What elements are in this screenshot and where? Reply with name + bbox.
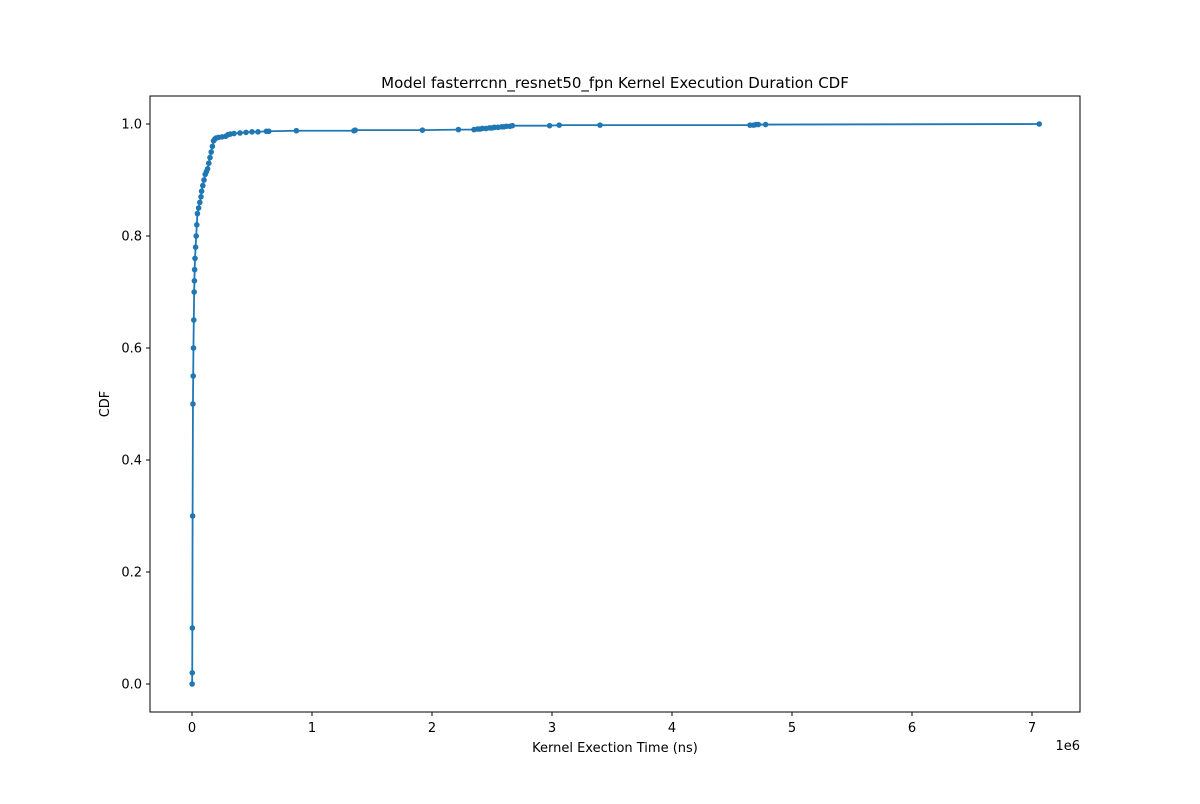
y-tick-label: 0.4 [121,454,142,469]
cdf-data-point [189,625,196,631]
plot-area [189,121,1042,687]
x-axis-offset-label: 1e6 [1055,739,1080,754]
cdf-data-point [352,127,359,133]
x-tick-label: 7 [1028,721,1036,736]
cdf-data-point [556,122,562,128]
cdf-data-point [193,233,199,239]
cdf-data-point [191,278,198,284]
cdf-data-point [198,188,205,194]
cdf-data-point [255,129,261,135]
cdf-data-point [1036,121,1042,127]
cdf-data-point [762,121,769,128]
cdf-data-point [201,177,207,183]
axes-frame [149,95,1081,713]
x-axis: 0 1 2 3 4 5 6 7 [188,712,1036,736]
x-tick-label: 6 [908,721,916,736]
cdf-data-point [191,266,198,273]
cdf-data-point [419,127,426,133]
x-tick-label: 5 [788,721,796,736]
cdf-data-point [755,121,762,128]
x-tick-label: 0 [188,721,196,736]
cdf-data-point [204,166,211,172]
cdf-data-point [191,317,197,323]
y-tick-label: 1.0 [121,118,142,133]
cdf-data-point [207,154,213,161]
cdf-data-point [194,222,200,228]
cdf-data-point [206,160,212,166]
cdf-data-point [243,129,249,136]
y-tick-label: 0.2 [121,566,142,581]
cdf-data-point [208,149,214,155]
cdf-data-point [194,210,201,217]
cdf-data-point [455,126,462,133]
cdf-data-point [192,244,199,250]
cdf-data-point [195,205,202,211]
cdf-data-point [189,681,195,687]
y-axis: 0.0 0.2 0.4 0.6 0.8 1.0 [121,118,150,693]
cdf-data-point [237,130,243,136]
y-tick-label: 0.6 [121,342,142,357]
cdf-data-point [189,513,196,519]
cdf-data-point [190,373,196,379]
cdf-data-point [231,130,237,137]
x-tick-label: 4 [668,721,676,736]
y-axis-label: CDF [98,391,113,418]
y-tick-label: 0.0 [121,678,142,693]
cdf-data-point [197,199,203,206]
y-tick-label: 0.8 [121,230,142,245]
x-axis-label: Kernel Exection Time (ns) [532,741,698,756]
x-tick-label: 2 [428,721,436,736]
cdf-data-point [509,122,516,129]
cdf-data-point [200,182,206,189]
cdf-data-point [249,129,255,135]
cdf-data-point [192,255,198,262]
chart-title: Model fasterrcnn_resnet50_fpn Kernel Exe… [381,74,849,93]
x-tick-label: 1 [308,721,316,736]
cdf-data-point [209,143,216,150]
cdf-data-point [190,401,196,407]
cdf-data-point [190,345,197,351]
cdf-data-point [293,127,300,134]
cdf-data-point [597,122,603,128]
cdf-data-point [546,122,553,129]
cdf-data-point [266,128,272,135]
cdf-data-point [191,289,197,295]
cdf-data-point [189,670,196,676]
cdf-data-point [198,194,204,200]
x-tick-label: 3 [548,721,556,736]
